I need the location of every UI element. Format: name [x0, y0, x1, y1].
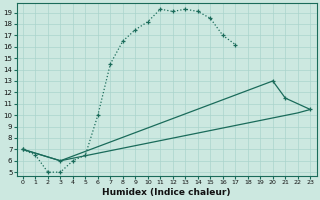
X-axis label: Humidex (Indice chaleur): Humidex (Indice chaleur)	[102, 188, 231, 197]
